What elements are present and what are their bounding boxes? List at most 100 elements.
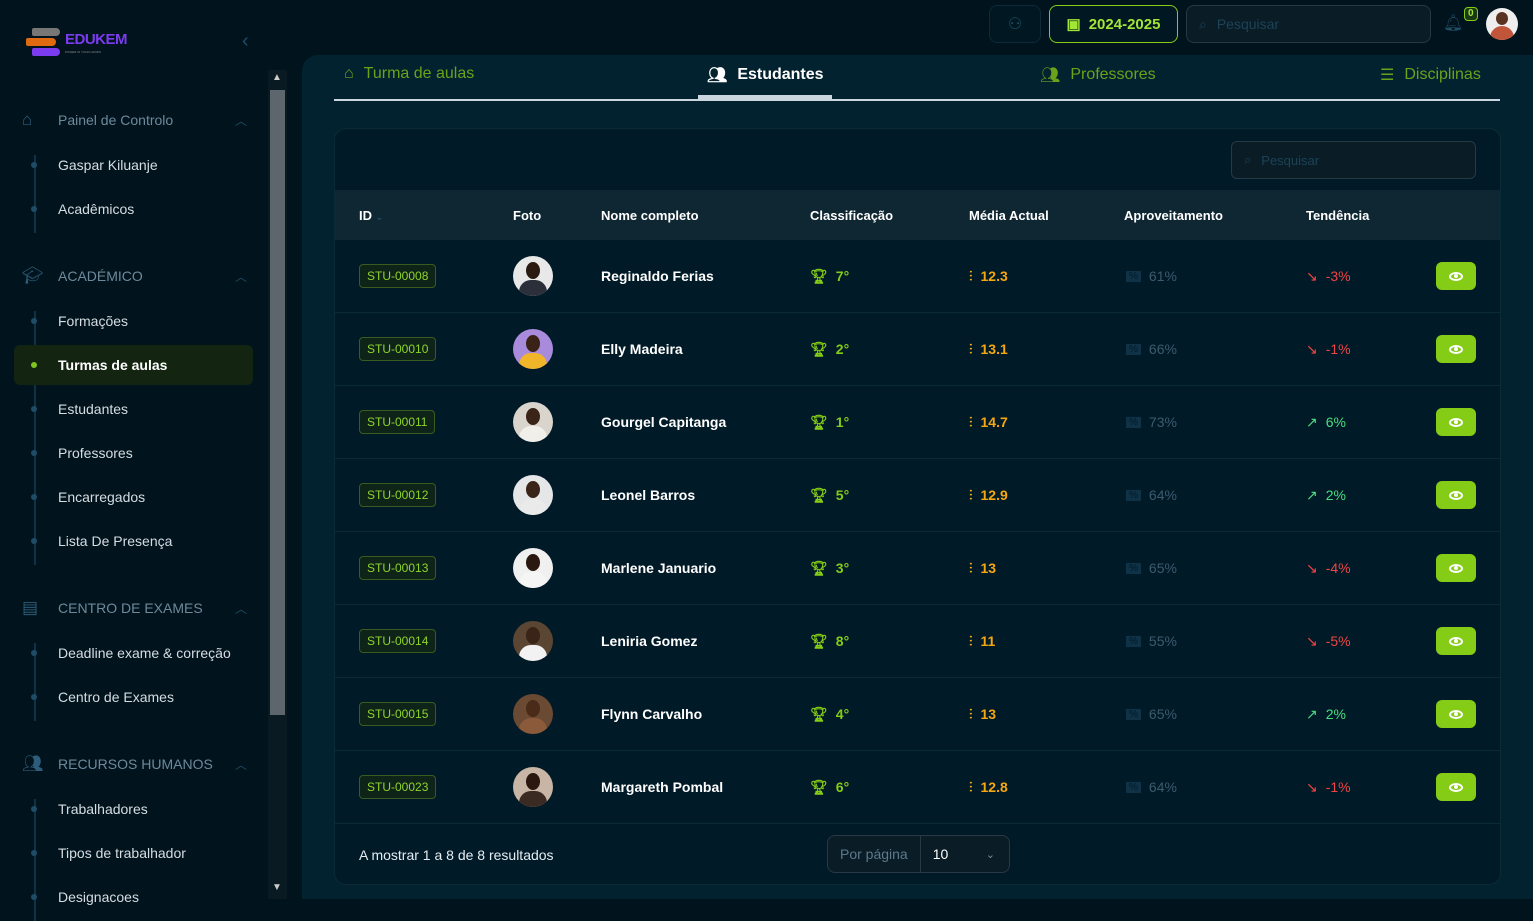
trending-up-icon: ↗ bbox=[1306, 486, 1318, 503]
user-avatar[interactable] bbox=[1486, 8, 1518, 40]
trophy-icon: 🏆︎ bbox=[810, 486, 828, 503]
tab-estudantes[interactable]: 👥︎ Estudantes bbox=[707, 65, 824, 85]
sidebar-item[interactable]: Acadêmicos bbox=[14, 189, 253, 229]
box-icon: ▤ bbox=[22, 598, 39, 617]
aproveitamento: 65% bbox=[1148, 560, 1177, 576]
trend: -3% bbox=[1325, 268, 1351, 284]
header-id[interactable]: ID ⌄ bbox=[359, 208, 384, 223]
trending-down-icon: ↘ bbox=[1306, 559, 1318, 576]
aproveitamento: 73% bbox=[1148, 414, 1177, 430]
student-name: Marlene Januario bbox=[601, 560, 717, 576]
view-button[interactable] bbox=[1436, 335, 1476, 363]
view-button[interactable] bbox=[1436, 627, 1476, 655]
average: 12.9 bbox=[980, 487, 1008, 503]
scroll-up-icon[interactable]: ▲ bbox=[272, 72, 282, 83]
bullet-icon bbox=[31, 450, 37, 456]
students-table-card: ⌕ Pesquisar ID ⌄ Foto Nome completo Class… bbox=[334, 128, 1501, 885]
view-button[interactable] bbox=[1436, 408, 1476, 436]
view-button[interactable] bbox=[1436, 773, 1476, 801]
trending-down-icon: ↘ bbox=[1306, 778, 1318, 795]
student-photo bbox=[513, 329, 553, 369]
home-icon: ⌂ bbox=[22, 110, 33, 129]
users-icon: 👥︎ bbox=[707, 67, 728, 84]
trophy-icon: 🏆︎ bbox=[810, 340, 828, 357]
collapse-sidebar-icon[interactable]: ‹ bbox=[242, 30, 249, 52]
bullet-icon bbox=[31, 850, 37, 856]
tabs: ⌂ Turma de aulas 👥︎ Estudantes 👥︎ Professor… bbox=[334, 55, 1500, 101]
aproveitamento: 64% bbox=[1148, 487, 1177, 503]
aproveitamento: 55% bbox=[1148, 633, 1177, 649]
percent-receipt-icon: % bbox=[1126, 343, 1141, 355]
brand-tagline: POWER IN YOUR HANDS bbox=[65, 50, 101, 54]
sidebar-group[interactable]: 👥︎ RECURSOS HUMANOS ︿ bbox=[22, 754, 247, 774]
sidebar-item[interactable]: Encarregados bbox=[14, 477, 253, 517]
sidebar-item[interactable]: Deadline exame & correção bbox=[14, 633, 253, 673]
home-icon: ⌂ bbox=[344, 65, 354, 82]
school-year-button[interactable]: ▣ 2024-2025 bbox=[1049, 5, 1178, 43]
trend: -1% bbox=[1325, 779, 1351, 795]
sidebar-item[interactable]: Trabalhadores bbox=[14, 789, 253, 829]
sidebar-item[interactable]: Gaspar Kiluanje bbox=[14, 145, 253, 185]
trophy-icon: 🏆︎ bbox=[810, 413, 828, 430]
table-row: STU-00011 Gourgel Capitanga 🏆︎ 1° ⫶ 14.7 %… bbox=[335, 386, 1500, 459]
view-button[interactable] bbox=[1436, 481, 1476, 509]
tab-turma-de-aulas[interactable]: ⌂ Turma de aulas bbox=[344, 65, 474, 83]
chevron-up-icon: ︿ bbox=[234, 113, 247, 128]
per-page-select[interactable]: Por página 10 ⌄ bbox=[827, 835, 1010, 873]
sidebar-item[interactable]: Professores bbox=[14, 433, 253, 473]
student-name: Gourgel Capitanga bbox=[601, 414, 727, 430]
sort-chevron-icon[interactable]: ⌄ bbox=[375, 212, 384, 222]
results-summary: A mostrar 1 a 8 de 8 resultados bbox=[359, 847, 554, 863]
sidebar-group[interactable]: ⌂ Painel de Controlo ︿ bbox=[22, 110, 247, 130]
header-tendencia: Tendência bbox=[1306, 208, 1370, 223]
trend: -4% bbox=[1325, 560, 1351, 576]
table-row: STU-00010 Elly Madeira 🏆︎ 2° ⫶ 13.1 % 66% ↘… bbox=[335, 313, 1500, 386]
trending-down-icon: ↘ bbox=[1306, 340, 1318, 357]
scroll-down-icon[interactable]: ▼ bbox=[272, 882, 282, 893]
sliders-icon: ⫶ bbox=[969, 559, 973, 576]
scrollbar-thumb[interactable] bbox=[270, 90, 285, 715]
bullet-icon bbox=[31, 318, 37, 324]
sidebar-item[interactable]: Formações bbox=[14, 301, 253, 341]
bell-icon[interactable]: 🔔︎ bbox=[1443, 15, 1461, 32]
chevron-up-icon: ︿ bbox=[234, 757, 247, 772]
percent-receipt-icon: % bbox=[1126, 562, 1141, 574]
users-button[interactable]: ⚇ bbox=[989, 5, 1041, 43]
sidebar-group[interactable]: 🎓︎ ACADÉMICO ︿ bbox=[22, 266, 247, 286]
percent-receipt-icon: % bbox=[1126, 708, 1141, 720]
tab-label: Estudantes bbox=[737, 66, 824, 83]
sidebar-group[interactable]: ▤ CENTRO DE EXAMES ︿ bbox=[22, 598, 247, 618]
tab-disciplinas[interactable]: ☰ Disciplinas bbox=[1380, 65, 1481, 85]
group-label: Painel de Controlo bbox=[58, 112, 174, 128]
tab-professores[interactable]: 👥︎ Professores bbox=[1040, 65, 1156, 85]
student-name: Leonel Barros bbox=[601, 487, 696, 503]
view-button[interactable] bbox=[1436, 700, 1476, 728]
trending-down-icon: ↘ bbox=[1306, 267, 1318, 284]
trending-down-icon: ↘ bbox=[1306, 632, 1318, 649]
trend: 2% bbox=[1325, 487, 1346, 503]
sidebar-scrollbar[interactable]: ▲ ▼ bbox=[268, 70, 287, 899]
percent-receipt-icon: % bbox=[1126, 416, 1141, 428]
sidebar-item[interactable]: Tipos de trabalhador bbox=[14, 833, 253, 873]
table-row: STU-00015 Flynn Carvalho 🏆︎ 4° ⫶ 13 % 65% ↗… bbox=[335, 678, 1500, 751]
sidebar-item[interactable]: Turmas de aulas bbox=[14, 345, 253, 385]
sliders-icon: ⫶ bbox=[969, 632, 973, 649]
sidebar-item[interactable]: Centro de Exames bbox=[14, 677, 253, 717]
sidebar-item[interactable]: Estudantes bbox=[14, 389, 253, 429]
header-media: Média Actual bbox=[969, 208, 1049, 223]
bullet-icon bbox=[31, 162, 37, 168]
view-button[interactable] bbox=[1436, 554, 1476, 582]
percent-receipt-icon: % bbox=[1126, 489, 1141, 501]
top-search-input[interactable]: ⌕ Pesquisar bbox=[1186, 5, 1431, 43]
sidebar-item-label: Centro de Exames bbox=[58, 689, 174, 705]
view-button[interactable] bbox=[1436, 262, 1476, 290]
sidebar-item[interactable]: Lista De Presença bbox=[14, 521, 253, 561]
sidebar-item-label: Lista De Presença bbox=[58, 533, 173, 549]
sidebar-item[interactable]: Designacoes bbox=[14, 877, 253, 917]
rank: 7° bbox=[835, 268, 850, 284]
table-search-input[interactable]: ⌕ Pesquisar bbox=[1231, 141, 1476, 179]
trend: 2% bbox=[1325, 706, 1346, 722]
trend: -5% bbox=[1325, 633, 1351, 649]
search-icon: ⌕ bbox=[1244, 152, 1252, 167]
rank: 5° bbox=[835, 487, 850, 503]
